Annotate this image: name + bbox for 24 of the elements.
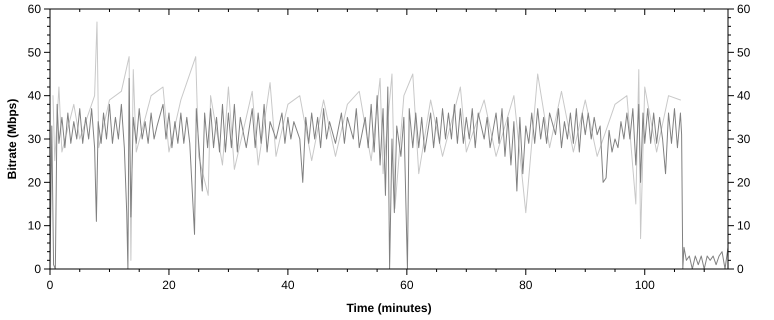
x-tick-label: 40 bbox=[281, 278, 295, 292]
line-series bbox=[52, 22, 681, 261]
line-series bbox=[50, 78, 728, 270]
y2-tick-label: 30 bbox=[737, 132, 751, 146]
x-axis-title: Time (minutes) bbox=[346, 301, 432, 315]
y2-tick-label: 0 bbox=[737, 262, 744, 276]
y-axis-title: Bitrate (Mbps) bbox=[5, 98, 19, 180]
x-tick-label: 0 bbox=[46, 278, 54, 292]
x-tick-label: 60 bbox=[400, 278, 414, 292]
x-tick-label: 100 bbox=[634, 278, 656, 292]
y-tick-label: 60 bbox=[28, 2, 42, 16]
y-tick-label: 30 bbox=[28, 132, 42, 146]
y2-tick-label: 60 bbox=[737, 2, 751, 16]
y2-tick-label: 20 bbox=[737, 175, 751, 190]
y-tick-label: 10 bbox=[28, 218, 42, 233]
y-tick-label: 20 bbox=[28, 175, 42, 190]
y-tick-label: 0 bbox=[34, 262, 42, 276]
x-tick-label: 80 bbox=[519, 278, 533, 292]
y2-tick-label: 10 bbox=[737, 218, 751, 233]
y2-tick-label: 40 bbox=[737, 88, 751, 103]
y2-tick-label: 50 bbox=[737, 45, 751, 60]
x-tick-label: 20 bbox=[162, 278, 176, 292]
y-tick-label: 50 bbox=[28, 45, 42, 60]
y-tick-label: 40 bbox=[28, 88, 42, 103]
